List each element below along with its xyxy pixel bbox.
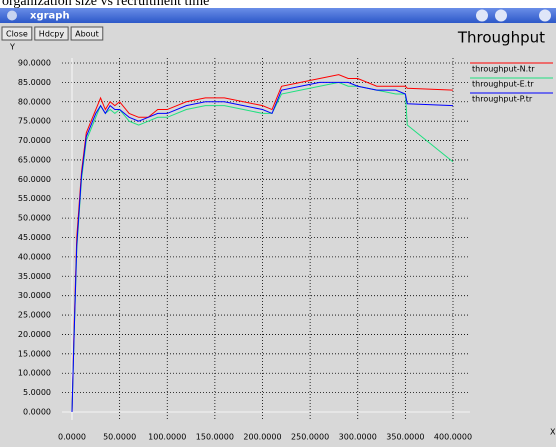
y-tick-label: 65.0000 [18,155,51,164]
legend-label: throughput-E.tr [472,80,534,89]
y-tick-label: 85.0000 [18,78,51,87]
y-tick-label: 50.0000 [18,214,51,223]
y-tick-label: 5.0000 [23,388,51,397]
x-tick-label: 100.0000 [148,433,186,442]
toolbar-button-label[interactable]: Hdcpy [39,30,65,39]
y-tick-label: 0.0000 [23,408,51,417]
caption-bg [0,0,556,8]
toolbar-button[interactable] [34,26,69,41]
x-tick-label: 50.0000 [103,433,136,442]
legend-label: throughput-P.tr [472,95,533,104]
toolbar-button-label[interactable]: About [75,30,99,39]
data-line [71,81,454,413]
data-line [71,74,454,413]
title-bar [0,8,556,23]
window-title: xgraph [30,11,70,22]
y-tick-label: 10.0000 [18,369,51,378]
toolbar-button-label[interactable]: Close [6,30,28,39]
x-axis-label: X [550,428,556,437]
app-icon [7,10,17,21]
data-line [71,81,454,413]
x-tick-label: 150.0000 [196,433,234,442]
x-tick-label: 200.0000 [243,433,281,442]
toolbar-button[interactable] [70,26,104,41]
close-window-button[interactable] [539,9,551,22]
y-tick-label: 35.0000 [18,272,51,281]
y-tick-label: 15.0000 [18,349,51,358]
toolbar-button[interactable] [1,26,33,41]
x-tick-label: 300.0000 [339,433,377,442]
chart-title: Throughput [457,29,545,47]
x-tick-label: 250.0000 [291,433,329,442]
y-tick-label: 70.0000 [18,136,51,145]
y-axis-label: Y [9,43,15,52]
y-tick-label: 90.0000 [18,59,51,68]
y-tick-label: 30.0000 [18,291,51,300]
y-tick-label: 60.0000 [18,175,51,184]
maximize-button[interactable] [495,9,507,22]
y-tick-label: 80.0000 [18,97,51,106]
y-tick-label: 40.0000 [18,252,51,261]
y-tick-label: 55.0000 [18,194,51,203]
x-tick-label: 0.0000 [58,433,86,442]
y-tick-label: 45.0000 [18,233,51,242]
x-tick-label: 400.0000 [434,433,472,442]
y-tick-label: 20.0000 [18,330,51,339]
x-tick-label: 350.0000 [386,433,424,442]
y-tick-label: 75.0000 [18,117,51,126]
legend-label: throughput-N.tr [472,65,535,74]
minimize-button[interactable] [476,9,488,22]
caption: organization size vs recruitment time [2,0,209,9]
y-tick-label: 25.0000 [18,311,51,320]
